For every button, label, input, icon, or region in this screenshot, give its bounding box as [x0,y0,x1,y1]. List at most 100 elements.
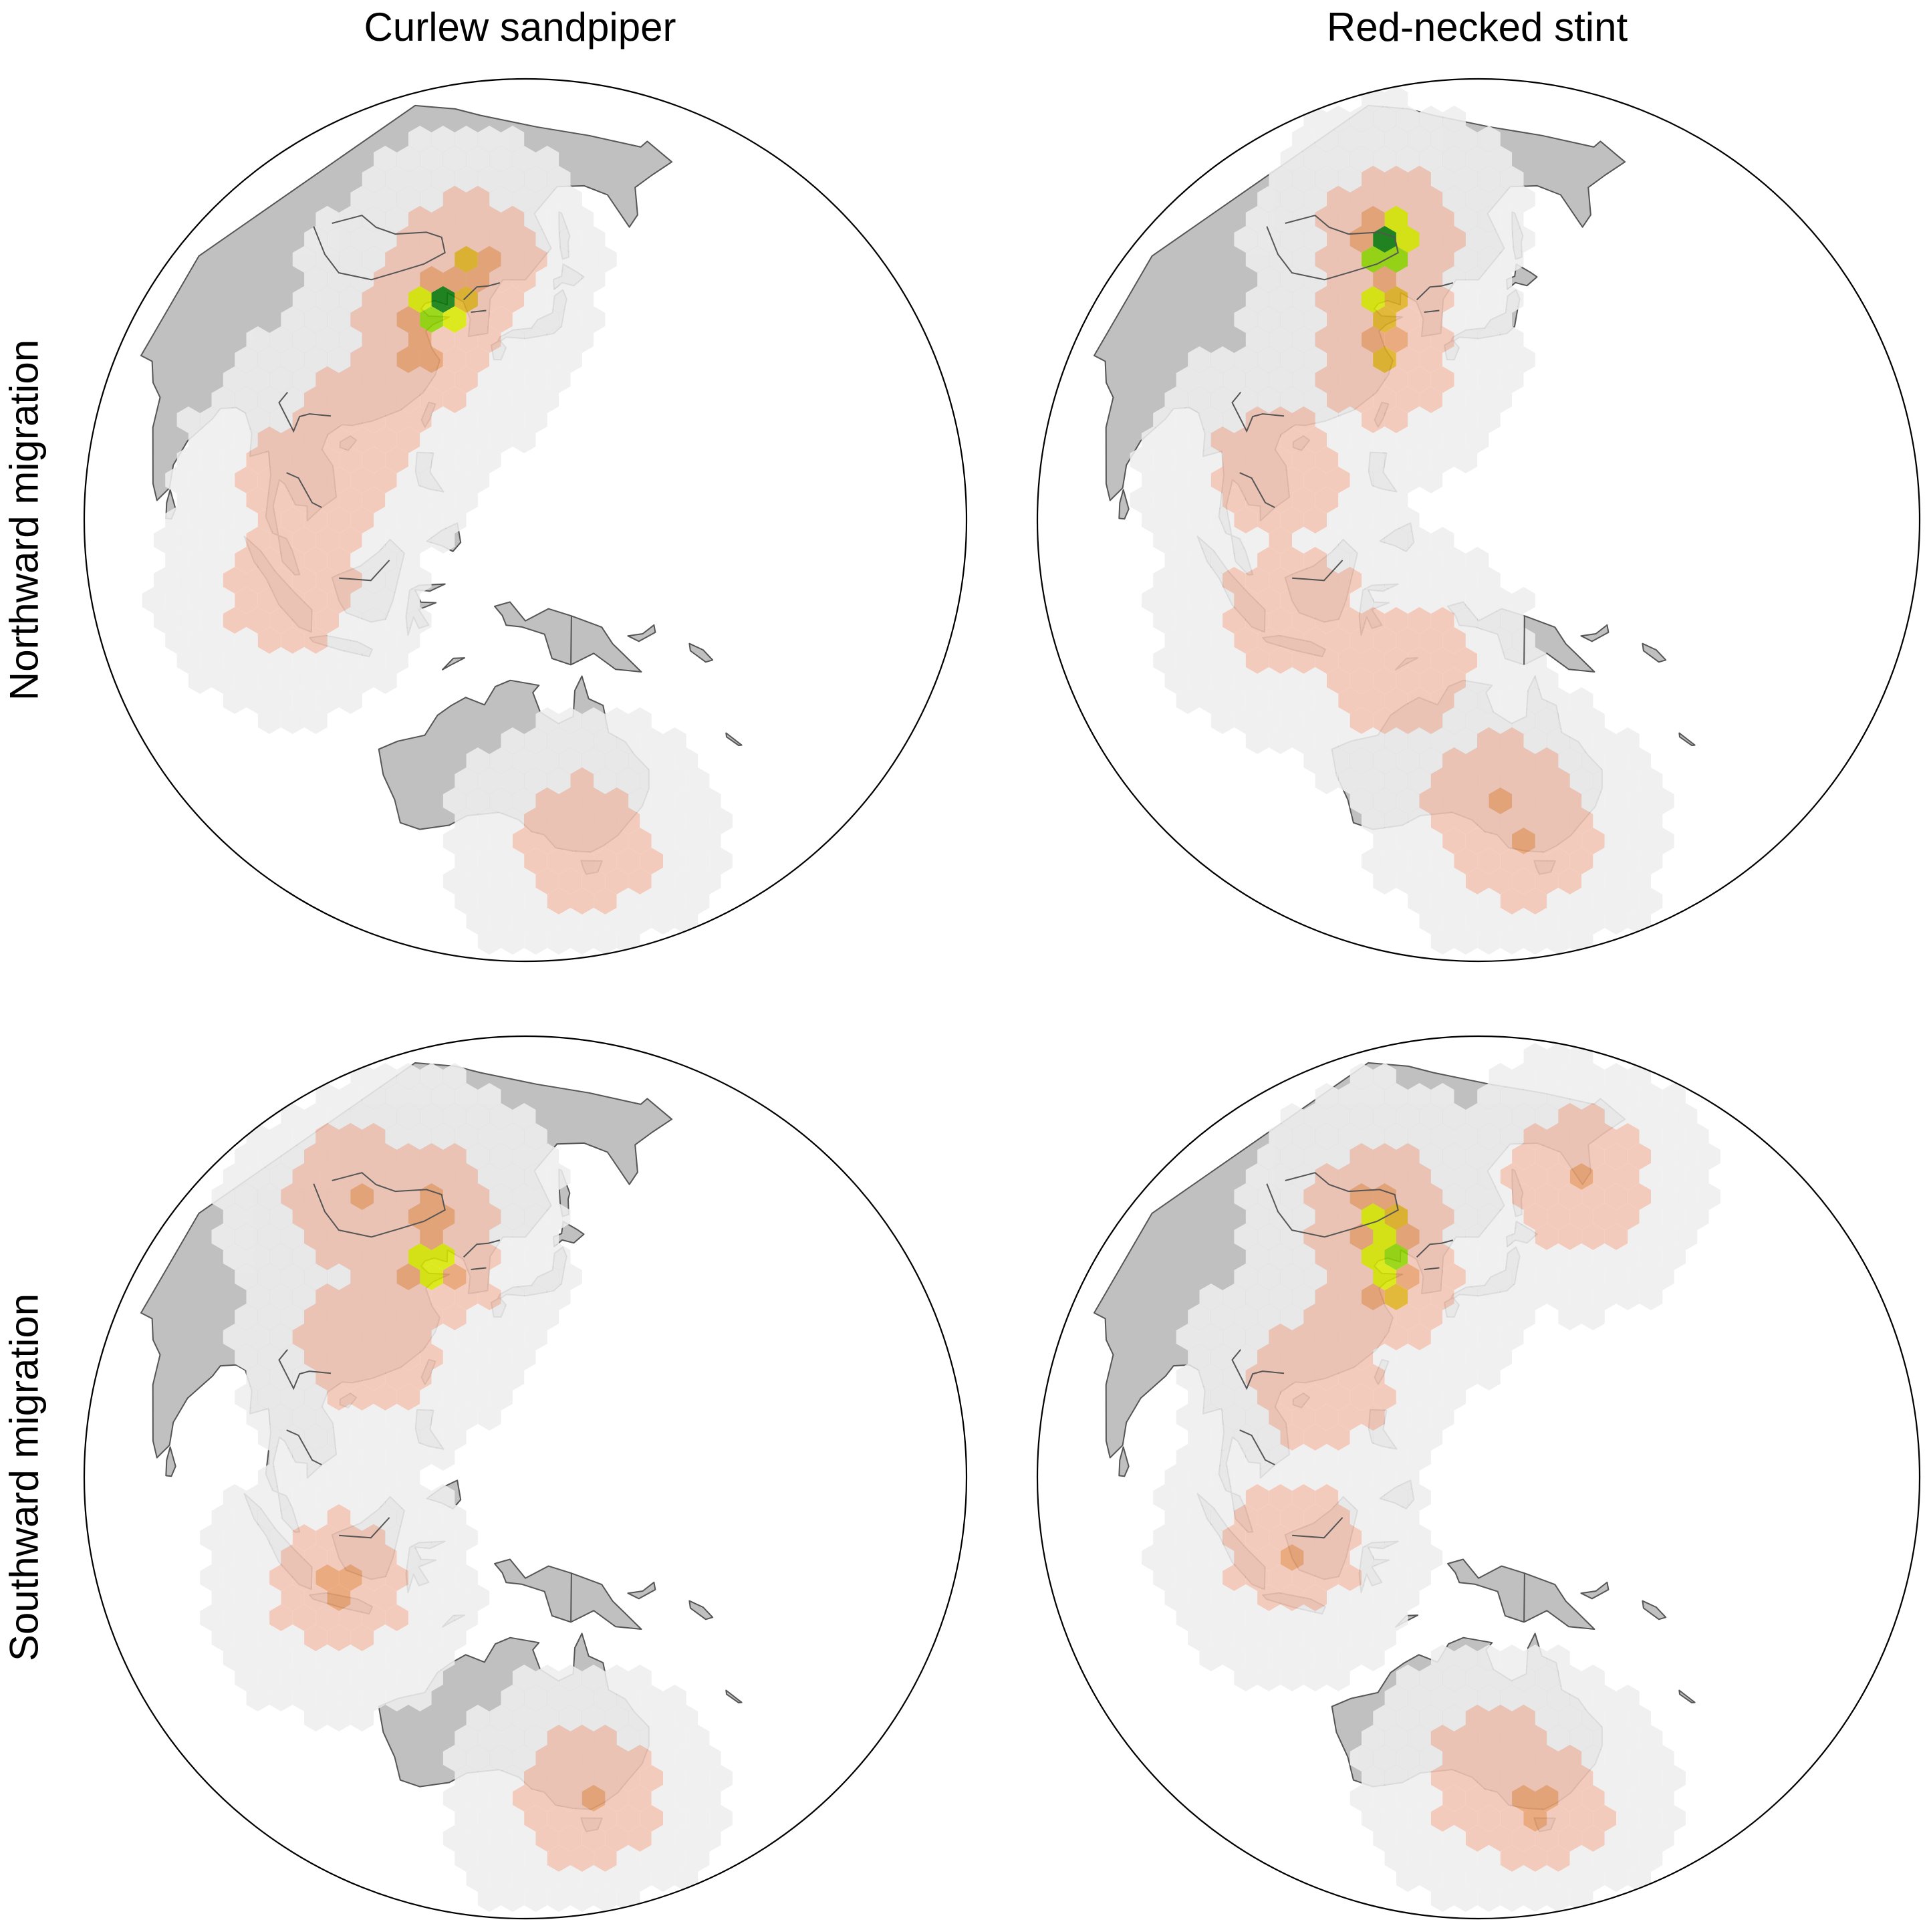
landmass-new-caledonia [725,732,743,746]
hexbin-cell [374,507,397,533]
hexbin-cell [501,928,525,955]
hexbin-cell [559,1705,582,1731]
hexbin-cell [304,1584,328,1611]
hexbin-cell [327,1665,351,1691]
hexbin-cell [1303,1103,1327,1130]
hexbin-cell [698,1745,721,1772]
hexbin-cell [1535,667,1559,694]
hexbin-cell [1292,1203,1315,1230]
hexbin-cell [1338,1564,1362,1591]
hexbin-cell [1628,788,1651,814]
hexbin-cell [1547,928,1570,955]
hexbin-cell [1384,607,1408,634]
hexbin-cell [1350,1424,1374,1451]
hexbin-cell [466,306,490,333]
hexbin-cell [1569,1845,1593,1872]
hexbin-cell [1210,627,1235,654]
hexbin-cell [1199,1404,1223,1431]
hexbin-cell [640,727,663,754]
hexbin-cell [466,1344,490,1370]
hexbin-cell [1547,848,1570,874]
hexbin-cell [374,1223,397,1250]
hexbin-cell [651,1745,675,1772]
hexbin-cell [466,146,490,172]
hexbin-cell [1465,547,1489,574]
hexbin-cell [1362,286,1385,313]
hexbin-cell [524,1805,547,1832]
hexbin-cell [640,1765,663,1792]
hexbin-cell [1188,1504,1211,1531]
hexbin-cell [246,366,270,393]
hexbin-cell [327,1143,351,1170]
hexbin-cell [431,527,455,554]
hexbin-cell [1269,1284,1293,1310]
hexbin-cell [327,667,351,694]
hexbin-cell [420,1424,443,1451]
hexbin-cell [477,1845,501,1872]
hexbin-cell [374,1063,397,1090]
hexbin-cell [466,186,490,213]
hexbin-cell [1315,527,1339,554]
hexbin-cell [1454,1364,1478,1391]
country-border [1523,616,1525,665]
hexbin-cell [223,366,247,393]
hexbin-cell [420,1344,443,1370]
hexbin-cell [1396,306,1420,333]
hexbin-cell [327,346,351,373]
hexbin-cell [1547,687,1570,714]
hexbin-cell [304,587,328,614]
hexbin-cell [1292,1364,1315,1391]
hexbin-cell [1210,1344,1235,1370]
hexbin-cell [1384,286,1408,313]
hexbin-cell [1384,447,1408,473]
hexbin-cell [1500,1725,1524,1752]
hexbin-cell [1269,1564,1293,1591]
hexbin-cell [1408,1243,1431,1270]
hexbin-cell [1350,1223,1374,1250]
hexbin-cell [1674,1103,1698,1130]
column-title-red-necked-stint: Red-necked stint [1326,5,1628,49]
hexbin-cell [1558,908,1582,935]
hexbin-cell [1210,707,1235,734]
hexbin-cell [1419,1785,1443,1812]
hexbin-cell [663,888,686,915]
hexbin-cell [570,928,594,955]
hexbin-cell [1489,146,1513,172]
hexbin-cell [1292,1524,1315,1551]
hexbin-cell [477,1404,501,1431]
hexbin-cell [477,928,501,955]
hexbin-cell [1373,1705,1396,1731]
hexbin-cell [1315,1123,1339,1150]
hexbin-cell [1210,1304,1235,1330]
hexbin-cell [1303,507,1327,533]
hexbin-cell [211,1504,235,1531]
hexbin-cell [1199,447,1223,473]
hexbin-cell [1362,246,1385,273]
hexbin-cell [292,447,316,473]
hexbin-cell [374,146,397,172]
hexbin-cell [1628,1183,1651,1210]
hexbin-cell [1303,186,1327,213]
hexbin-cell [1489,1825,1513,1852]
hexbin-cell [374,1424,397,1451]
hexbin-cell [466,1785,490,1812]
hexbin-cell [235,1143,258,1170]
hexbin-cell [269,406,293,433]
hexbin-cell [489,1384,513,1411]
hexbin-cell [628,1825,652,1852]
hexbin-cell [466,1183,490,1210]
hexbin-cell [246,447,270,473]
hexbin-cell [1199,1484,1223,1511]
hexbin-cell [327,427,351,453]
hexbin-cell [1245,1364,1269,1391]
hexbin-cell [385,1083,408,1110]
hexbin-cell [501,246,525,273]
hexbin-cell [512,266,536,293]
hexbin-cell [1454,607,1478,634]
hexbin-cell [1257,507,1281,533]
hexbin-cell [455,1364,478,1391]
hexbin-cell [1280,266,1304,293]
hexbin-cell [408,1284,432,1310]
hexbin-cell [1269,1524,1293,1551]
hexbin-cell [1280,306,1304,333]
